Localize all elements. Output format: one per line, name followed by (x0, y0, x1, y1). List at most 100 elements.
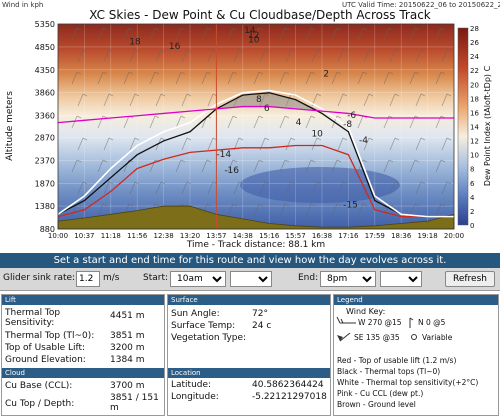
wind-barb-tick (310, 159, 316, 163)
colorbar-tick-label: 6 (470, 180, 475, 188)
end-extra-select[interactable] (380, 271, 422, 287)
y-tick-label: 4850 (35, 43, 55, 52)
wind-barb-tick (154, 27, 160, 31)
surface-panel: Surface Sun Angle: 72° Surface Temp: 24 … (167, 294, 331, 416)
wind-barb-tick (76, 159, 82, 163)
legend-white-line: White - Thermal top sensitivity(+2°C) (337, 378, 479, 387)
wind-barb-icon (279, 203, 286, 217)
wind-barb-tick (154, 71, 160, 75)
wind-barb-icon (207, 93, 214, 107)
wind-barb-tick (446, 49, 452, 53)
wind-barb-tick (232, 203, 238, 207)
contour-label: -16 (224, 166, 239, 176)
wind-barb-icon (123, 115, 130, 129)
wind-barb-tick (446, 137, 452, 141)
sink-rate-input[interactable] (76, 271, 100, 287)
legend-brown-line: Brown - Ground level (337, 400, 416, 409)
refresh-button[interactable]: Refresh (445, 271, 495, 287)
wind-barb-icon (383, 71, 390, 85)
wind-barb-tick (160, 49, 166, 53)
contour-label: 6 (264, 104, 270, 114)
wind-barb-tick (362, 159, 368, 163)
colorbar-label: Dew Point Index (tAloft-tDp) C (483, 65, 492, 186)
contour-label: -15 (343, 200, 358, 210)
colorbar-tick-label: 18 (470, 95, 479, 103)
surface-temp-value: 24 c (252, 321, 272, 331)
wind-barb-tick (160, 93, 166, 97)
contour-label: 18 (129, 38, 141, 48)
wind-barb-icon (435, 159, 442, 173)
wind-barb-icon (415, 49, 422, 63)
cu-base-value: 3700 m (110, 381, 145, 391)
wind-barb-tick (420, 181, 426, 185)
wind-barb-icon (305, 71, 312, 85)
start-time-select[interactable]: 10am (170, 271, 226, 287)
usable-lift-label: Top of Usable Lift: (5, 343, 86, 353)
wind-barb-icon (415, 137, 422, 151)
legend-panel: Legend Wind Key: W 270 @15 N 0 @5 SE 135… (333, 294, 499, 416)
y-tick-label: 3860 (35, 88, 55, 97)
start-label: Start: (143, 273, 169, 283)
wind-barb-icon (435, 203, 442, 217)
wind-barb-se-icon (339, 332, 351, 342)
wind-barb-icon (175, 27, 182, 41)
wind-barb-tick (284, 71, 290, 75)
wind-key-se135: SE 135 @35 (354, 333, 400, 342)
wind-barb-icon (175, 159, 182, 173)
wind-barb-icon (71, 71, 78, 85)
wind-barb-tick (180, 115, 186, 119)
wind-units-note: Wind in kph (2, 1, 44, 9)
wind-barb-icon (123, 27, 130, 41)
wind-barb-icon (181, 93, 188, 107)
wind-barb-icon (285, 49, 292, 63)
wind-barb-icon (175, 71, 182, 85)
x-tick-label: 14:38 (233, 232, 253, 240)
wind-barb-icon (435, 71, 442, 85)
wind-barb-icon (97, 115, 104, 129)
wind-barb-icon (279, 159, 286, 173)
wind-barb-tick (420, 93, 426, 97)
legend-header: Legend (334, 295, 498, 305)
y-axis-label: Altitude meters (5, 91, 15, 161)
wind-barb-tick (284, 27, 290, 31)
sun-angle-label: Sun Angle: (171, 309, 220, 319)
wind-barb-tick (258, 159, 264, 163)
contour-label: 2 (323, 70, 329, 80)
wind-barb-tick (388, 203, 394, 207)
wind-barb-icon (311, 181, 318, 195)
wind-barb-icon (181, 137, 188, 151)
start-extra-select[interactable] (230, 271, 272, 287)
wind-barb-icon (305, 159, 312, 173)
y-tick-label: 1870 (35, 180, 55, 189)
wind-barb-icon (253, 27, 260, 41)
x-tick-label: 17:59 (365, 232, 385, 240)
thermal-sensitivity-line (57, 89, 454, 218)
wind-barb-tick (76, 71, 82, 75)
wind-barb-icon (279, 71, 286, 85)
x-tick-label: 19:18 (418, 232, 438, 240)
wind-barb-icon (253, 115, 260, 129)
end-time-select[interactable]: 8pm (320, 271, 376, 287)
wind-barb-tick (154, 115, 160, 119)
wind-barb-tick (284, 203, 290, 207)
wind-barb-icon (409, 71, 416, 85)
contour-label: 10 (311, 129, 323, 139)
wind-barb-icon (357, 115, 364, 129)
y-tick-label: 2870 (35, 134, 55, 143)
end-label: End: (298, 273, 319, 283)
wind-barb-icon (129, 137, 136, 151)
contour-label: 12 (248, 31, 259, 41)
thermal-top-label: Thermal Top (Tl~0): (5, 331, 95, 341)
wind-barb-icon (123, 71, 130, 85)
cu-top-label: Cu Top / Depth: (5, 399, 75, 409)
wind-barb-tick (414, 71, 420, 75)
wind-barb-tick (180, 71, 186, 75)
wind-barb-icon (337, 93, 344, 107)
wind-barb-icon (155, 49, 162, 63)
variable-wind-icon (411, 334, 417, 340)
wind-barb-tick (284, 159, 290, 163)
wind-barb-tick (108, 93, 114, 97)
wind-barb-tick (336, 71, 342, 75)
colorbar-tick-label: 14 (470, 124, 479, 132)
wind-barb-icon (97, 159, 104, 173)
